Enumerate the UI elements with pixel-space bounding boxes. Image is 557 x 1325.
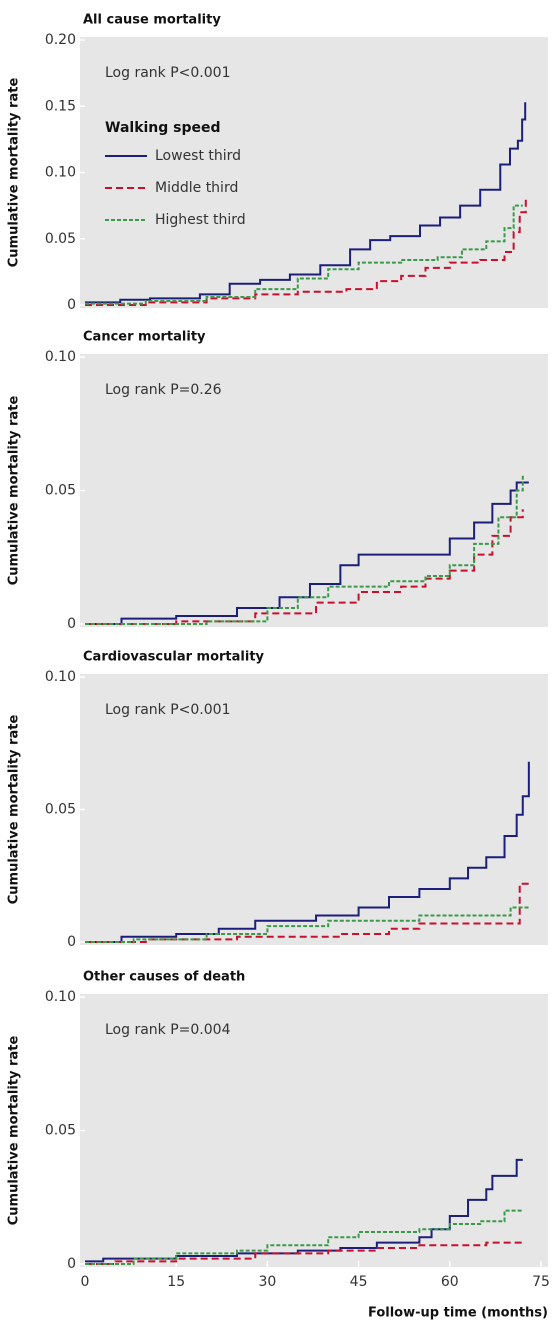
survival-line [85,102,527,304]
y-tick-label: 0 [67,616,76,632]
x-tick-label: 75 [532,1274,550,1290]
y-tick-label: 0.05 [45,1123,76,1139]
plot-background [80,354,548,627]
y-axis-label: Cumulative mortality rate [7,396,22,586]
legend-title: Walking speed [105,120,221,136]
x-tick-label: 30 [258,1274,276,1290]
y-axis-label: Cumulative mortality rate [7,715,22,905]
y-tick-label: 0 [67,934,76,950]
annotation: Log rank P=0.004 [105,1022,231,1038]
survival-line [85,196,527,306]
plot-background [80,674,548,945]
y-tick-label: 0.10 [45,349,76,365]
y-tick-label: 0.05 [45,231,76,247]
survival-line [85,906,529,943]
plot-background [80,37,548,308]
survival-line [85,481,529,625]
panel-title: Other causes of death [83,970,245,985]
y-tick-label: 0 [67,297,76,313]
annotation: Log rank P<0.001 [105,65,230,81]
panel-title: Cancer mortality [83,330,206,345]
legend-label: Middle third [155,180,238,196]
survival-line [85,1158,523,1263]
annotation: Log rank P<0.001 [105,702,230,718]
x-tick-label: 45 [350,1274,368,1290]
y-tick-label: 0.05 [45,483,76,499]
x-tick-label: 0 [81,1274,90,1290]
y-tick-label: 0.15 [45,98,76,114]
y-tick-label: 0.10 [45,669,76,685]
x-tick-label: 60 [441,1274,459,1290]
survival-line [85,474,524,625]
y-tick-label: 0.20 [45,32,76,48]
y-tick-label: 0.10 [45,165,76,181]
y-axis-label: Cumulative mortality rate [7,1036,22,1226]
x-axis-label: Follow-up time (months) [368,1306,548,1321]
y-tick-label: 0.10 [45,989,76,1005]
y-tick-label: 0.05 [45,802,76,818]
legend-label: Highest third [155,212,246,228]
y-axis-label: Cumulative mortality rate [7,78,22,268]
panel-title: Cardiovascular mortality [83,650,265,665]
survival-line [85,1209,523,1265]
x-tick-label: 15 [167,1274,185,1290]
y-tick-label: 0 [67,1256,76,1272]
legend-label: Lowest third [155,148,241,164]
annotation: Log rank P=0.26 [105,382,222,398]
plot-background [80,994,548,1267]
panel-title: All cause mortality [83,13,221,28]
survival-line [85,1241,523,1265]
